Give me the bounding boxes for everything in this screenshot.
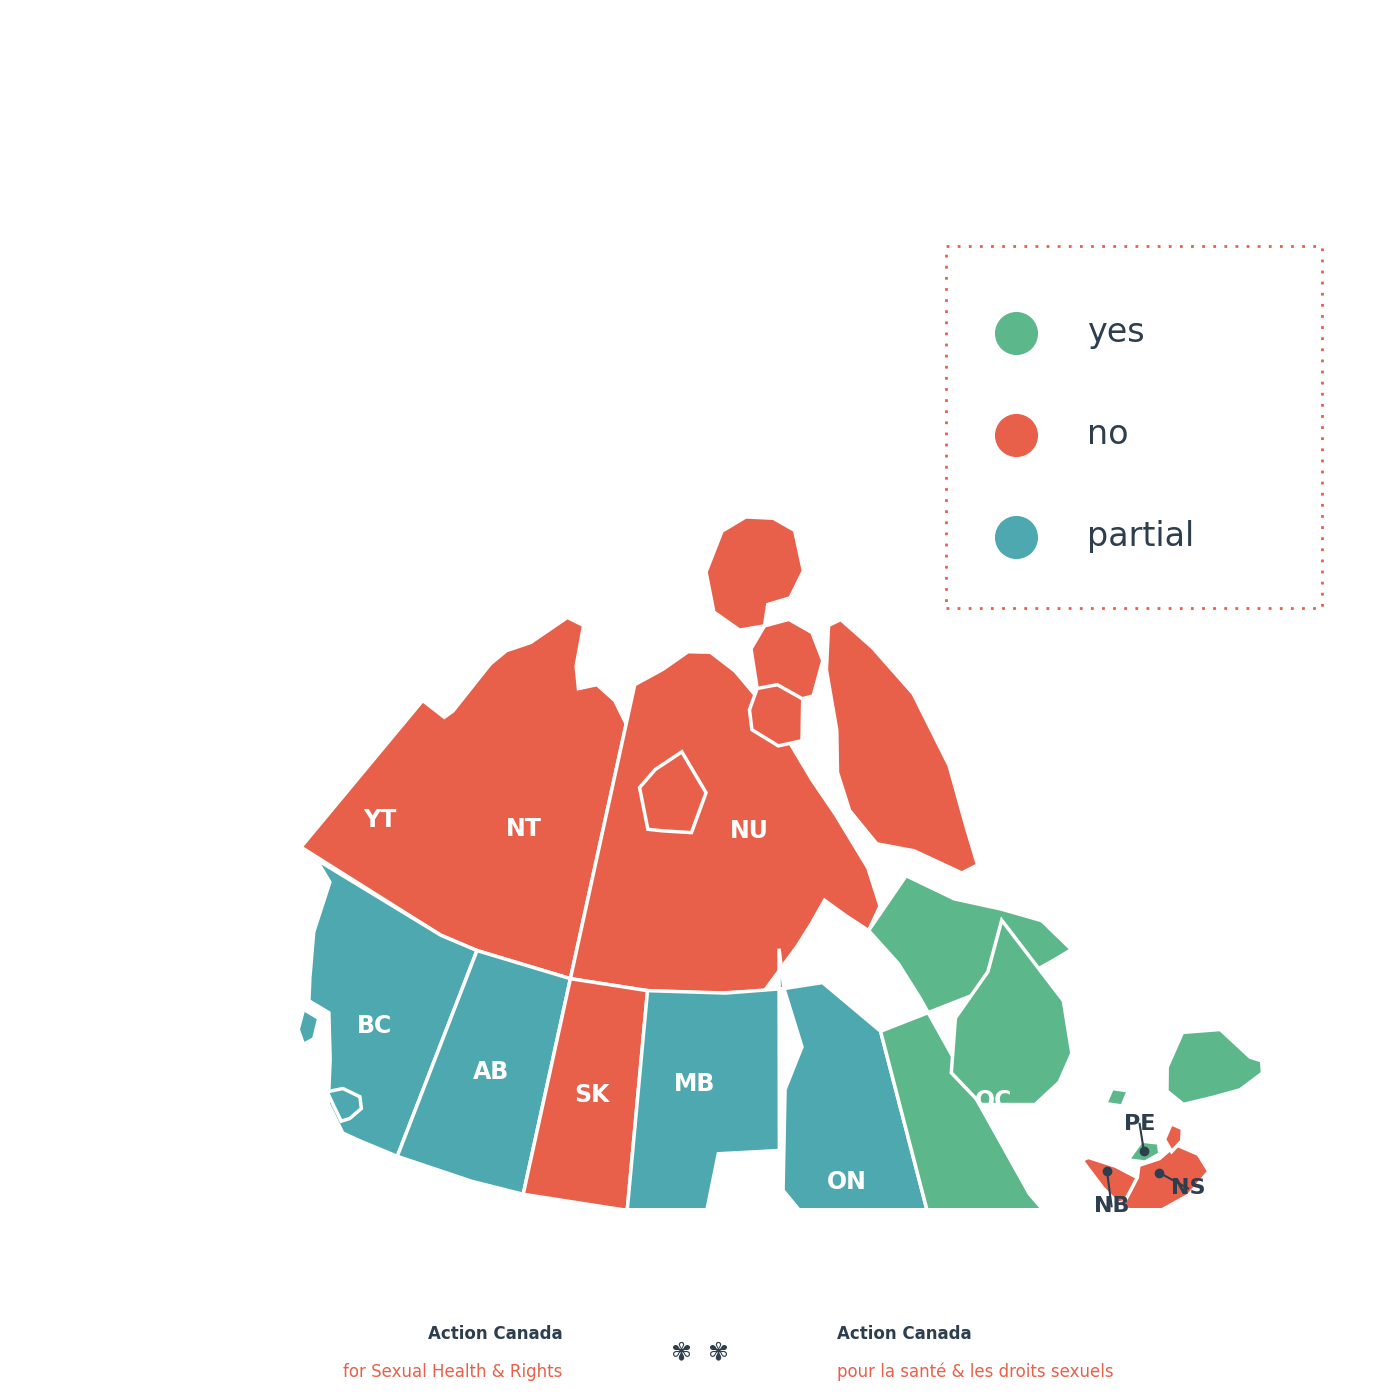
Polygon shape <box>328 1089 361 1121</box>
Text: PROVINCES AND TERRITORIES WITH SAFE ACCESS ZONE: PROVINCES AND TERRITORIES WITH SAFE ACCE… <box>195 70 1205 101</box>
Polygon shape <box>298 1009 319 1044</box>
Text: yes: yes <box>1086 316 1145 349</box>
Text: Action Canada: Action Canada <box>837 1326 972 1343</box>
Text: LEGISLATION VS PROVINCES AND TERRITORIES WITHOUT: LEGISLATION VS PROVINCES AND TERRITORIES… <box>186 137 1214 168</box>
Polygon shape <box>750 619 823 704</box>
Polygon shape <box>749 685 802 746</box>
Text: AB: AB <box>473 1060 510 1084</box>
Polygon shape <box>301 700 496 935</box>
Polygon shape <box>706 517 804 630</box>
Polygon shape <box>309 860 477 1156</box>
Text: MB: MB <box>675 1071 715 1096</box>
Polygon shape <box>1165 1124 1183 1152</box>
Polygon shape <box>1121 1145 1208 1212</box>
Polygon shape <box>826 620 977 874</box>
Polygon shape <box>868 876 1071 1274</box>
Point <box>1005 423 1028 445</box>
Text: NB: NB <box>1093 1196 1130 1217</box>
Text: ON: ON <box>827 1170 867 1194</box>
Text: Action Canada: Action Canada <box>428 1326 563 1343</box>
Polygon shape <box>640 752 706 833</box>
Point <box>1005 525 1028 547</box>
Text: for Sexual Health & Rights: for Sexual Health & Rights <box>343 1364 563 1380</box>
Polygon shape <box>398 951 570 1194</box>
Point <box>1005 322 1028 344</box>
Polygon shape <box>952 920 1072 1105</box>
Polygon shape <box>1168 1029 1263 1105</box>
Text: NL: NL <box>1081 1004 1116 1028</box>
Polygon shape <box>301 617 626 979</box>
Text: no: no <box>1086 419 1128 451</box>
Text: QC: QC <box>974 1088 1012 1112</box>
Text: YT: YT <box>364 808 398 832</box>
Polygon shape <box>1106 1089 1128 1106</box>
Polygon shape <box>783 983 1040 1274</box>
Text: ✾  ✾: ✾ ✾ <box>671 1341 729 1365</box>
Text: PE: PE <box>1124 1114 1155 1134</box>
Polygon shape <box>570 652 881 993</box>
Text: NU: NU <box>731 819 769 843</box>
Text: BC: BC <box>357 1014 392 1037</box>
Text: partial: partial <box>1086 521 1194 553</box>
Polygon shape <box>1082 1158 1140 1203</box>
Text: NT: NT <box>507 818 542 841</box>
Polygon shape <box>1128 1141 1159 1162</box>
Text: SK: SK <box>574 1082 609 1107</box>
Text: pour la santé & les droits sexuels: pour la santé & les droits sexuels <box>837 1362 1114 1382</box>
Polygon shape <box>524 979 648 1211</box>
Polygon shape <box>627 949 784 1214</box>
Text: NS: NS <box>1170 1179 1205 1198</box>
